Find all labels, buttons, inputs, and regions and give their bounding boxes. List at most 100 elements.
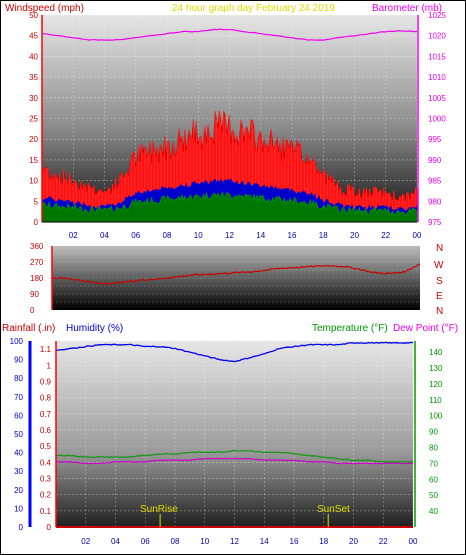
top-x-tick-label: 08	[163, 231, 172, 240]
humidity-axis-title: Humidity (%)	[66, 323, 123, 334]
rainfall-tick-label: 0.5	[40, 442, 52, 451]
bottom-x-tick-label: 10	[200, 537, 209, 546]
top-right-tick-label: 1005	[428, 94, 446, 103]
direction-tick-label: 180	[30, 274, 44, 283]
humidity-tick-label: 20	[14, 486, 23, 495]
rainfall-tick-label: 1.1	[40, 345, 52, 354]
barometer-axis-title: Barometer (mb)	[372, 3, 442, 14]
humidity-tick-label: 70	[14, 393, 23, 402]
top-right-tick-label: 975	[428, 218, 442, 227]
sunset-label: SunSet	[317, 504, 350, 515]
top-x-tick-label: 14	[256, 231, 265, 240]
humidity-tick-label: 100	[10, 337, 24, 346]
rainfall-tick-label: 0.1	[40, 507, 52, 516]
rainfall-tick-label: 0.7	[40, 410, 52, 419]
temperature-tick-label: 40	[429, 507, 438, 516]
humidity-tick-label: 0	[19, 523, 24, 532]
top-left-tick-label: 45	[29, 32, 38, 41]
top-left-tick-label: 50	[29, 11, 38, 20]
bottom-x-tick-label: 14	[260, 537, 269, 546]
top-right-tick-label: 1015	[428, 52, 446, 61]
top-right-tick-label: 995	[428, 135, 442, 144]
bottom-x-tick-label: 06	[141, 537, 150, 546]
bottom-x-tick-label: 18	[319, 537, 328, 546]
wind-direction-line	[51, 263, 421, 285]
top-x-tick-label: 18	[319, 231, 328, 240]
direction-label-w: W	[434, 260, 444, 271]
humidity-tick-label: 90	[14, 356, 23, 365]
windspeed-axis-title: Windspeed (mph)	[5, 3, 84, 14]
temperature-axis-title: Temperature (°F)	[312, 323, 388, 334]
dewpoint-axis-title: Dew Point (°F)	[393, 323, 458, 334]
direction-label-e: E	[436, 291, 443, 302]
top-right-tick-label: 1010	[428, 73, 446, 82]
top-right-tick-label: 1025	[428, 11, 446, 20]
top-right-tick-label: 1020	[428, 32, 446, 41]
rainfall-tick-label: 0.8	[40, 394, 52, 403]
bottom-x-tick-label: 20	[349, 537, 358, 546]
top-x-tick-label: 06	[131, 231, 140, 240]
top-x-tick-label: 10	[194, 231, 203, 240]
temperature-tick-label: 100	[429, 412, 443, 421]
top-right-tick-label: 990	[428, 156, 442, 165]
barometer-line	[41, 28, 418, 41]
rainfall-tick-label: 0.2	[40, 491, 52, 500]
top-right-tick-label: 980	[428, 197, 442, 206]
top-x-tick-label: 20	[350, 231, 359, 240]
sunrise-label: SunRise	[140, 504, 178, 515]
dewpoint-line	[55, 457, 414, 465]
top-x-tick-label: 22	[381, 231, 390, 240]
temperature-tick-label: 130	[429, 364, 443, 373]
top-x-tick-label: 12	[225, 231, 234, 240]
humidity-tick-label: 40	[14, 449, 23, 458]
bottom-x-tick-label: 04	[111, 537, 120, 546]
top-left-tick-label: 5	[34, 197, 39, 206]
direction-tick-label: 0	[30, 306, 35, 315]
bottom-x-tick-label: 16	[290, 537, 299, 546]
temperature-tick-label: 90	[429, 428, 438, 437]
humidity-line	[55, 341, 414, 363]
rainfall-tick-label: 0	[47, 523, 52, 532]
rainfall-axis-title: Rainfall (.in)	[2, 323, 55, 334]
temperature-line	[55, 449, 414, 463]
direction-tick-label: 270	[30, 258, 44, 267]
rainfall-tick-label: 1	[47, 361, 52, 370]
top-left-tick-label: 20	[29, 135, 38, 144]
humidity-tick-label: 30	[14, 467, 23, 476]
temperature-tick-label: 120	[429, 380, 443, 389]
rainfall-tick-label: 0.9	[40, 377, 52, 386]
humidity-tick-label: 10	[14, 504, 23, 513]
temperature-tick-label: 140	[429, 348, 443, 357]
bottom-x-tick-label: 22	[379, 537, 388, 546]
top-right-tick-label: 985	[428, 177, 442, 186]
direction-tick-label: 90	[30, 290, 39, 299]
humidity-tick-label: 60	[14, 411, 23, 420]
humidity-tick-label: 50	[14, 430, 23, 439]
bottom-x-tick-label: 00	[409, 537, 418, 546]
top-left-tick-label: 35	[29, 73, 38, 82]
top-left-tick-label: 25	[29, 115, 38, 124]
temperature-tick-label: 70	[429, 459, 438, 468]
temperature-tick-label: 60	[429, 475, 438, 484]
windspeed-low-area	[41, 190, 418, 223]
humidity-tick-label: 80	[14, 374, 23, 383]
rainfall-tick-label: 0.6	[40, 426, 52, 435]
direction-panel-bg	[52, 246, 420, 310]
direction-label-s: S	[436, 276, 443, 287]
chart-title: 24 hour graph day February 24 2019	[172, 3, 335, 14]
bottom-x-tick-label: 12	[230, 537, 239, 546]
top-left-tick-label: 15	[29, 156, 38, 165]
top-left-tick-label: 0	[34, 218, 39, 227]
top-x-tick-label: 02	[69, 231, 78, 240]
top-x-tick-label: 04	[100, 231, 109, 240]
top-left-tick-label: 30	[29, 94, 38, 103]
direction-tick-label: 360	[30, 242, 44, 251]
rainfall-tick-label: 0.3	[40, 474, 52, 483]
rainfall-tick-label: 0.4	[40, 458, 52, 467]
top-x-tick-label: 16	[288, 231, 297, 240]
bottom-panel-bg	[56, 341, 413, 527]
temperature-tick-label: 80	[429, 444, 438, 453]
top-right-tick-label: 1000	[428, 115, 446, 124]
